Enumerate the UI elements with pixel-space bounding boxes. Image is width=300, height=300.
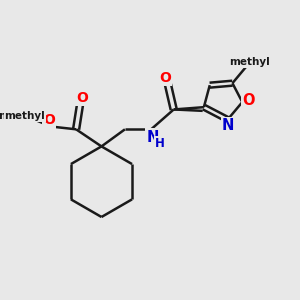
Text: H: H <box>155 137 165 150</box>
Text: N: N <box>146 130 159 145</box>
Text: O: O <box>160 71 171 85</box>
Text: O: O <box>43 113 55 128</box>
Text: O: O <box>242 93 255 108</box>
Text: methyl: methyl <box>4 111 45 122</box>
Text: methyl: methyl <box>229 57 270 67</box>
Text: O: O <box>76 91 88 105</box>
Text: methyl: methyl <box>0 111 42 122</box>
Text: N: N <box>222 118 234 133</box>
